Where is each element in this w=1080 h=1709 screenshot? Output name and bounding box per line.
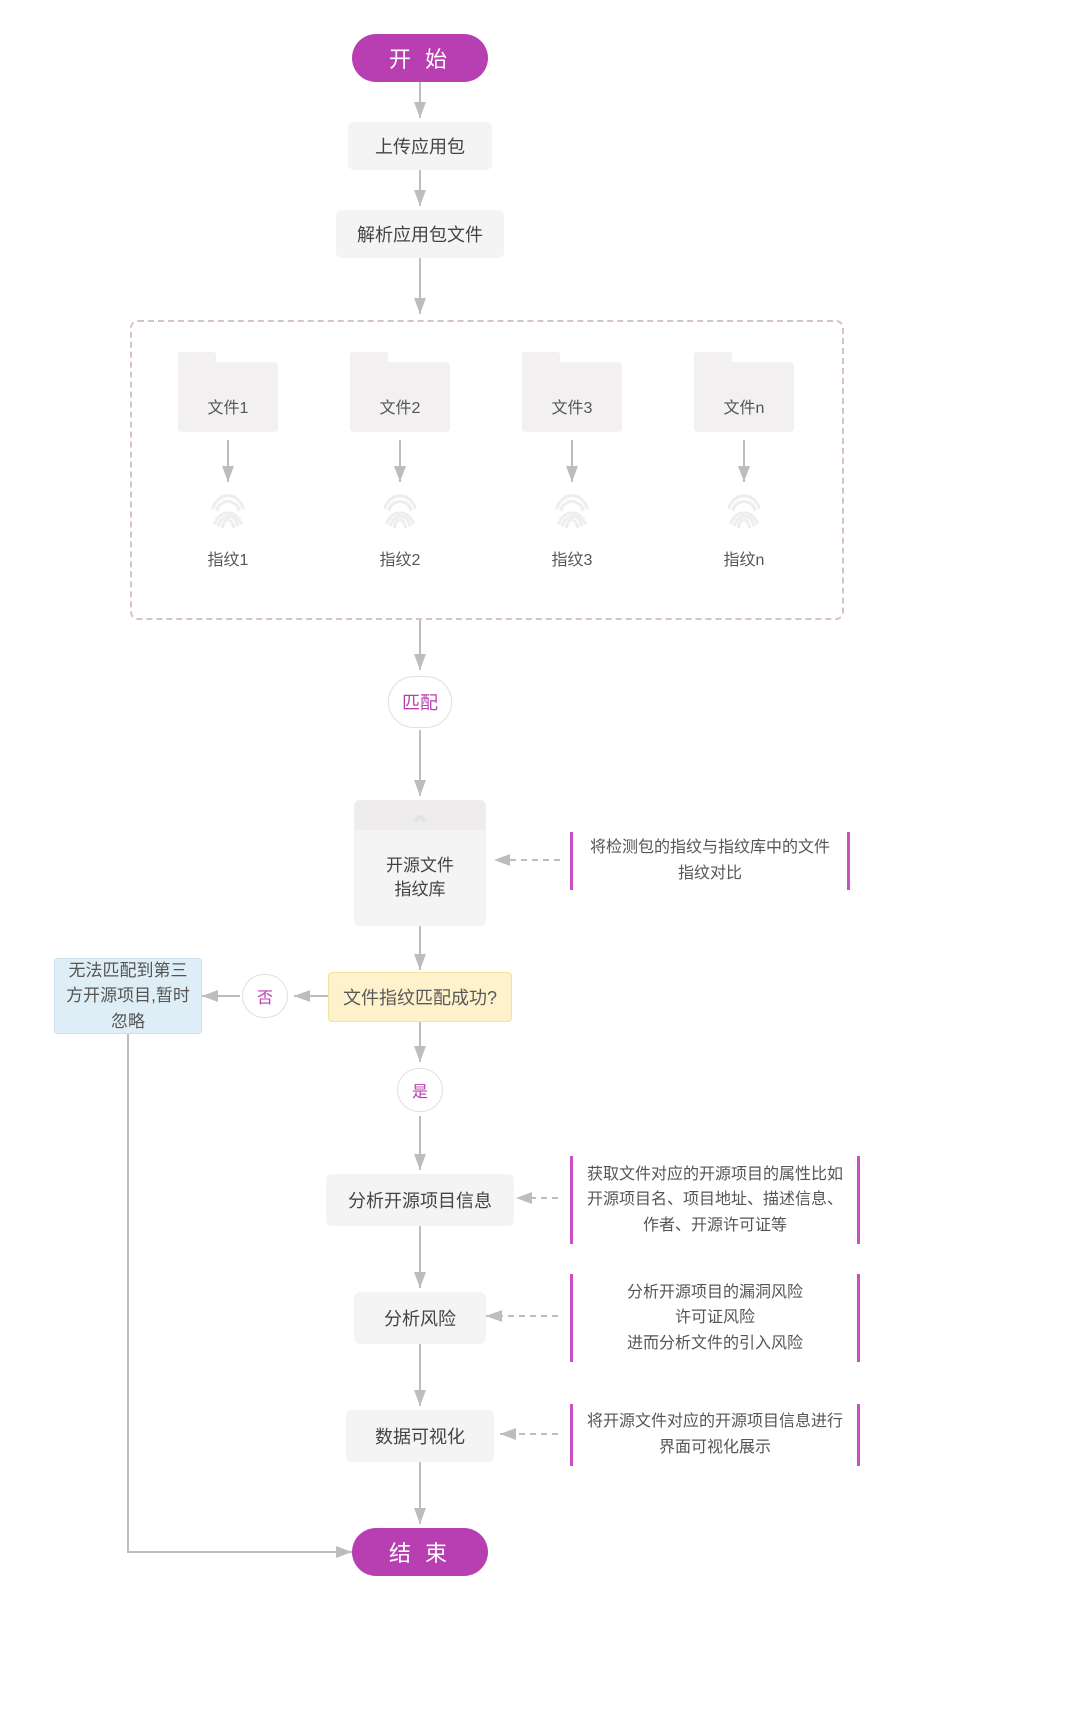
folder-2: 文件2 — [350, 350, 450, 438]
fp-n-label: 指纹n — [694, 546, 794, 570]
visualize-node: 数据可视化 — [346, 1410, 494, 1462]
viz-annotation-text: 将开源文件对应的开源项目信息进行界面可视化展示 — [587, 1409, 843, 1460]
start-node: 开 始 — [352, 34, 488, 82]
match-label: 匹配 — [402, 689, 438, 715]
analyze-risk-node: 分析风险 — [354, 1292, 486, 1344]
no-pill: 否 — [242, 974, 288, 1018]
parse-node: 解析应用包文件 — [336, 210, 504, 258]
fingerprint-icon — [377, 488, 423, 534]
match-pill: 匹配 — [388, 676, 452, 728]
folder-3: 文件3 — [522, 350, 622, 438]
folder-1-label: 文件1 — [178, 394, 278, 418]
folder-1: 文件1 — [178, 350, 278, 438]
start-label: 开 始 — [389, 42, 451, 74]
fp-2-label: 指纹2 — [350, 546, 450, 570]
fingerprint-icon — [205, 488, 251, 534]
yes-pill: 是 — [397, 1068, 443, 1112]
risk-annotation-text: 分析开源项目的漏洞风险 许可证风险 进而分析文件的引入风险 — [627, 1280, 803, 1357]
no-match-label: 无法匹配到第三方开源项目,暂时忽略 — [65, 958, 191, 1035]
no-match-node: 无法匹配到第三方开源项目,暂时忽略 — [54, 958, 202, 1034]
decision-node: 文件指纹匹配成功? — [328, 972, 512, 1022]
connectors — [0, 0, 1080, 1709]
fp-1-label: 指纹1 — [178, 546, 278, 570]
visualize-label: 数据可视化 — [375, 1423, 465, 1449]
no-label: 否 — [257, 984, 273, 1008]
end-node: 结 束 — [352, 1528, 488, 1576]
db-node: 开源文件 指纹库 — [354, 800, 486, 926]
db-header-strip — [354, 800, 486, 830]
upload-node: 上传应用包 — [348, 122, 492, 170]
db-annotation: 将检测包的指纹与指纹库中的文件指纹对比 — [570, 832, 850, 890]
analyze-risk-label: 分析风险 — [384, 1305, 456, 1331]
upload-label: 上传应用包 — [375, 133, 465, 159]
parse-label: 解析应用包文件 — [357, 221, 483, 247]
folder-n-label: 文件n — [694, 394, 794, 418]
info-annotation: 获取文件对应的开源项目的属性比如开源项目名、项目地址、描述信息、作者、开源许可证… — [570, 1156, 860, 1244]
risk-annotation: 分析开源项目的漏洞风险 许可证风险 进而分析文件的引入风险 — [570, 1274, 860, 1362]
folder-3-label: 文件3 — [522, 394, 622, 418]
yes-label: 是 — [412, 1078, 428, 1102]
fingerprint-icon — [549, 488, 595, 534]
analyze-info-label: 分析开源项目信息 — [348, 1187, 492, 1213]
viz-annotation: 将开源文件对应的开源项目信息进行界面可视化展示 — [570, 1404, 860, 1466]
end-label: 结 束 — [389, 1536, 451, 1568]
fingerprint-icon — [390, 805, 450, 825]
folder-n: 文件n — [694, 350, 794, 438]
fingerprint-icon — [721, 488, 767, 534]
decision-label: 文件指纹匹配成功? — [343, 984, 497, 1010]
flowchart-canvas: 开 始 上传应用包 解析应用包文件 文件1 指纹1 文件2 指纹2 文件3 指纹… — [0, 0, 1080, 1709]
fp-3-label: 指纹3 — [522, 546, 622, 570]
folder-2-label: 文件2 — [350, 394, 450, 418]
db-label: 开源文件 指纹库 — [386, 854, 454, 902]
analyze-info-node: 分析开源项目信息 — [326, 1174, 514, 1226]
db-annotation-text: 将检测包的指纹与指纹库中的文件指纹对比 — [587, 835, 833, 886]
info-annotation-text: 获取文件对应的开源项目的属性比如开源项目名、项目地址、描述信息、作者、开源许可证… — [587, 1162, 843, 1239]
